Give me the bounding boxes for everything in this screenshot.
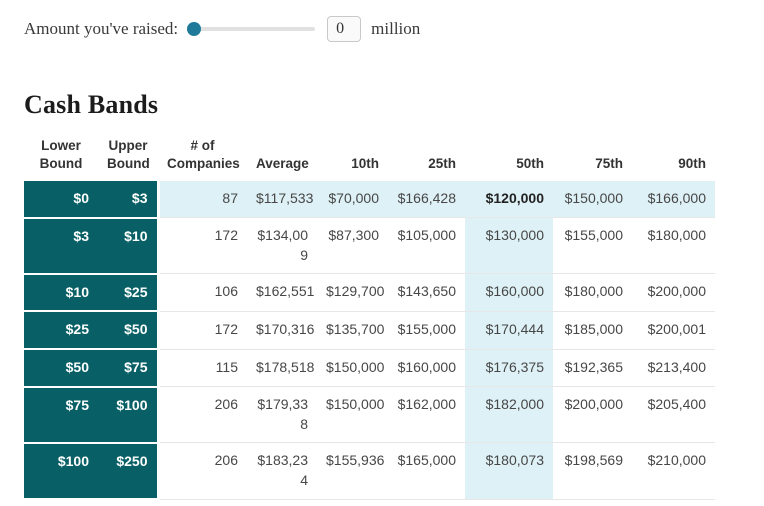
- pct-10th-cell: $155,936: [317, 442, 388, 500]
- upper-bound-cell: $75: [98, 349, 160, 388]
- upper-bound-cell: $50: [98, 311, 160, 351]
- upper-bound-cell: $10: [98, 217, 160, 275]
- companies-cell: 106: [158, 273, 247, 312]
- column-header-lower-bound: Lower Bound: [39, 138, 83, 171]
- pct-75th-cell: $200,000: [553, 386, 632, 444]
- average-cell: $178,518: [247, 349, 317, 388]
- pct-75th-cell: $150,000: [553, 181, 632, 219]
- average-cell: $179,33 8: [247, 386, 317, 444]
- pct-90th-cell: $200,000: [632, 273, 715, 312]
- pct-10th-cell: $70,000: [317, 181, 388, 219]
- upper-bound-cell: $250: [98, 442, 160, 501]
- upper-bound-cell: $100: [98, 386, 160, 444]
- pct-90th-cell: $166,000: [632, 181, 715, 219]
- pct-75th-cell: $180,000: [553, 273, 632, 312]
- pct-10th-cell: $150,000: [317, 349, 388, 388]
- pct-90th-cell: $210,000: [632, 442, 715, 500]
- slider-knob[interactable]: [187, 22, 202, 36]
- column-header-50th: 50th: [516, 155, 544, 171]
- raised-amount-unit: million: [371, 19, 421, 38]
- pct-25th-cell: $165,000: [388, 442, 465, 500]
- table-row: $25 $50 172 $170,316 $135,700 $155,000 $…: [24, 311, 715, 351]
- pct-50th-cell: $180,073: [465, 442, 553, 500]
- pct-10th-cell: $87,300: [317, 217, 388, 275]
- column-header-upper-bound: Upper Bound: [107, 138, 150, 171]
- pct-75th-cell: $198,569: [553, 442, 632, 500]
- pct-50th-cell: $120,000: [465, 181, 553, 219]
- pct-25th-cell: $105,000: [388, 217, 465, 275]
- companies-cell: 206: [158, 386, 247, 444]
- column-header-num-companies: # of Companies: [167, 138, 240, 171]
- lower-bound-cell: $0: [24, 181, 98, 219]
- page-title: Cash Bands: [24, 90, 159, 119]
- pct-90th-cell: $213,400: [632, 349, 715, 388]
- average-cell: $117,533: [247, 181, 317, 219]
- slider-track[interactable]: [187, 27, 316, 31]
- lower-bound-cell: $50: [24, 349, 98, 388]
- column-header-75th: 75th: [595, 155, 623, 171]
- pct-25th-cell: $162,000: [388, 386, 465, 444]
- raised-amount-input[interactable]: [327, 16, 362, 42]
- table-body: $0 $3 87 $117,533 $70,000 $166,428 $120,…: [24, 181, 715, 501]
- pct-50th-cell: $176,375: [465, 349, 553, 388]
- average-cell: $162,551: [247, 273, 317, 312]
- pct-50th-cell: $160,000: [465, 273, 553, 312]
- table-row: $0 $3 87 $117,533 $70,000 $166,428 $120,…: [24, 181, 715, 219]
- pct-25th-cell: $143,650: [388, 273, 465, 312]
- table-row: $75 $100 206 $179,33 8 $150,000 $162,000…: [24, 386, 715, 444]
- lower-bound-cell: $75: [24, 386, 98, 444]
- companies-cell: 115: [158, 349, 247, 388]
- column-header-average: Average: [256, 155, 309, 171]
- pct-50th-cell: $182,000: [465, 386, 553, 444]
- pct-90th-cell: $205,400: [632, 386, 715, 444]
- lower-bound-cell: $3: [24, 217, 98, 275]
- raised-amount-label: Amount you've raised:: [24, 19, 179, 38]
- companies-cell: 87: [158, 181, 247, 219]
- column-header-10th: 10th: [351, 155, 379, 171]
- table-row: $10 $25 106 $162,551 $129,700 $143,650 $…: [24, 273, 715, 313]
- pct-25th-cell: $160,000: [388, 349, 465, 388]
- companies-cell: 172: [158, 311, 247, 350]
- table-row: $50 $75 115 $178,518 $150,000 $160,000 $…: [24, 349, 715, 388]
- column-header-25th: 25th: [428, 155, 456, 171]
- raised-amount-controls: Amount you've raised: million: [24, 15, 764, 43]
- upper-bound-cell: $25: [98, 273, 160, 313]
- pct-10th-cell: $150,000: [317, 386, 388, 444]
- pct-50th-cell: $170,444: [465, 311, 553, 350]
- pct-10th-cell: $129,700: [317, 273, 388, 312]
- lower-bound-cell: $25: [24, 311, 98, 351]
- pct-50th-cell: $130,000: [465, 217, 553, 275]
- pct-75th-cell: $192,365: [553, 349, 632, 388]
- lower-bound-cell: $100: [24, 442, 98, 501]
- average-cell: $134,00 9: [247, 217, 317, 275]
- pct-90th-cell: $180,000: [632, 217, 715, 275]
- upper-bound-cell: $3: [98, 181, 160, 219]
- average-cell: $183,23 4: [247, 442, 317, 500]
- lower-bound-cell: $10: [24, 273, 98, 313]
- companies-cell: 206: [158, 442, 247, 500]
- pct-10th-cell: $135,700: [317, 311, 388, 350]
- raised-amount-slider[interactable]: [187, 22, 316, 36]
- table-row: $3 $10 172 $134,00 9 $87,300 $105,000 $1…: [24, 217, 715, 275]
- pct-75th-cell: $155,000: [553, 217, 632, 275]
- column-header-90th: 90th: [678, 155, 706, 171]
- average-cell: $170,316: [247, 311, 317, 350]
- cash-bands-table: Lower Bound Upper Bound # of Companies A…: [24, 137, 715, 501]
- pct-75th-cell: $185,000: [553, 311, 632, 350]
- table-row: $100 $250 206 $183,23 4 $155,936 $165,00…: [24, 442, 715, 501]
- pct-90th-cell: $200,001: [632, 311, 715, 350]
- companies-cell: 172: [158, 217, 247, 275]
- table-header-row: Lower Bound Upper Bound # of Companies A…: [24, 137, 715, 181]
- pct-25th-cell: $166,428: [388, 181, 465, 219]
- pct-25th-cell: $155,000: [388, 311, 465, 350]
